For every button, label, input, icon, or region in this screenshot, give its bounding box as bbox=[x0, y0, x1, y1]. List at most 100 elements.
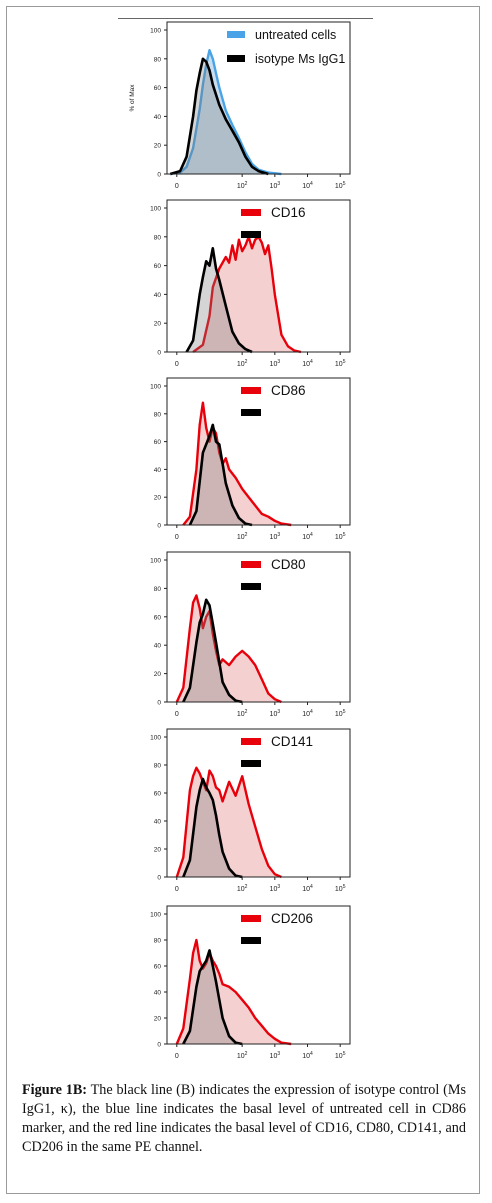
x-tick-label: 102 bbox=[237, 709, 248, 718]
y-tick-label: 60 bbox=[154, 263, 162, 270]
tick-exponent: 2 bbox=[245, 532, 248, 538]
tick-exponent: 2 bbox=[245, 709, 248, 715]
y-tick-label: 80 bbox=[154, 411, 162, 418]
y-tick-label: 0 bbox=[157, 875, 161, 882]
caption-text: The black line (B) indicates the express… bbox=[22, 1082, 466, 1155]
legend-swatch bbox=[241, 738, 261, 745]
top-divider bbox=[118, 18, 373, 19]
plot-frame bbox=[166, 905, 351, 1045]
x-tick-label: 103 bbox=[270, 1051, 281, 1060]
x-tick-label: 102 bbox=[237, 181, 248, 190]
y-tick-label: 40 bbox=[154, 643, 162, 650]
figure-frame bbox=[6, 6, 480, 1194]
series-line-0 bbox=[170, 49, 282, 176]
tick-exponent: 4 bbox=[310, 884, 313, 890]
y-tick-label: 80 bbox=[154, 763, 162, 770]
y-tick-label: 20 bbox=[154, 847, 162, 854]
y-tick-label: 20 bbox=[154, 495, 162, 502]
legend-swatch bbox=[241, 387, 261, 394]
tick-exponent: 2 bbox=[245, 359, 248, 365]
legend-swatch bbox=[241, 915, 261, 922]
y-tick-label: 60 bbox=[154, 85, 162, 92]
x-tick-label: 104 bbox=[302, 884, 313, 893]
y-tick-label: 80 bbox=[154, 586, 162, 593]
x-tick-label: 103 bbox=[270, 532, 281, 541]
y-tick-label: 0 bbox=[157, 1042, 161, 1049]
tick-base: 10 bbox=[237, 183, 245, 190]
y-tick-label: 100 bbox=[150, 28, 161, 35]
legend-label: untreated cells bbox=[255, 28, 336, 42]
x-tick-label: 105 bbox=[335, 884, 346, 893]
series-fill-0 bbox=[176, 595, 282, 702]
series-line-1 bbox=[182, 949, 243, 1046]
tick-base: 10 bbox=[237, 886, 245, 893]
series-line-0 bbox=[175, 938, 292, 1046]
legend-label: isotype Ms IgG1 bbox=[255, 52, 345, 66]
tick-exponent: 4 bbox=[310, 532, 313, 538]
tick-base: 10 bbox=[335, 886, 343, 893]
tick-exponent: 5 bbox=[343, 359, 346, 365]
x-tick-label: 0 bbox=[175, 1053, 179, 1060]
tick-base: 10 bbox=[237, 361, 245, 368]
legend-swatch bbox=[241, 209, 261, 216]
tick-exponent: 3 bbox=[277, 1051, 280, 1057]
series-fill-1 bbox=[186, 248, 252, 352]
y-tick-label: 80 bbox=[154, 938, 162, 945]
x-tick-label: 102 bbox=[237, 1051, 248, 1060]
tick-exponent: 3 bbox=[277, 359, 280, 365]
figure-caption: Figure 1B: The black line (B) indicates … bbox=[22, 1081, 466, 1157]
tick-exponent: 4 bbox=[310, 709, 313, 715]
y-tick-label: 40 bbox=[154, 292, 162, 299]
legend-label: CD86 bbox=[271, 383, 306, 398]
tick-exponent: 3 bbox=[277, 709, 280, 715]
y-tick-label: 60 bbox=[154, 964, 162, 971]
tick-base: 10 bbox=[237, 1053, 245, 1060]
y-tick-label: 20 bbox=[154, 1016, 162, 1023]
series-line-1 bbox=[188, 423, 253, 527]
x-tick-label: 105 bbox=[335, 359, 346, 368]
legend-label: CD141 bbox=[271, 734, 313, 749]
series-fill-1 bbox=[189, 424, 252, 525]
series-line-0 bbox=[175, 766, 282, 879]
series-line-1 bbox=[185, 247, 253, 354]
y-tick-label: 20 bbox=[154, 321, 162, 328]
series-fill-0 bbox=[176, 767, 282, 877]
tick-base: 10 bbox=[335, 1053, 343, 1060]
y-tick-label: 100 bbox=[150, 384, 161, 391]
series-fill-1 bbox=[170, 58, 269, 174]
legend-label: CD206 bbox=[271, 911, 313, 926]
y-tick-label: 80 bbox=[154, 56, 162, 63]
y-tick-label: 40 bbox=[154, 990, 162, 997]
tick-exponent: 4 bbox=[310, 181, 313, 187]
tick-base: 10 bbox=[237, 711, 245, 718]
y-tick-label: 60 bbox=[154, 791, 162, 798]
plot-frame bbox=[166, 21, 351, 175]
plot-frame bbox=[166, 377, 351, 526]
tick-exponent: 3 bbox=[277, 884, 280, 890]
x-tick-label: 0 bbox=[175, 183, 179, 190]
legend-label: CD80 bbox=[271, 557, 306, 572]
y-tick-label: 100 bbox=[150, 735, 161, 742]
tick-base: 10 bbox=[270, 1053, 278, 1060]
y-tick-label: 20 bbox=[154, 143, 162, 150]
series-line-1 bbox=[182, 598, 243, 704]
tick-base: 10 bbox=[270, 711, 278, 718]
tick-exponent: 2 bbox=[245, 1051, 248, 1057]
x-tick-label: 105 bbox=[335, 532, 346, 541]
x-tick-label: 103 bbox=[270, 359, 281, 368]
tick-base: 10 bbox=[302, 361, 310, 368]
legend-swatch bbox=[241, 760, 261, 767]
y-tick-label: 40 bbox=[154, 819, 162, 826]
tick-exponent: 5 bbox=[343, 884, 346, 890]
legend-swatch bbox=[241, 583, 261, 590]
tick-base: 10 bbox=[335, 711, 343, 718]
x-tick-label: 103 bbox=[270, 181, 281, 190]
y-tick-label: 40 bbox=[154, 114, 162, 121]
legend-swatch bbox=[241, 409, 261, 416]
